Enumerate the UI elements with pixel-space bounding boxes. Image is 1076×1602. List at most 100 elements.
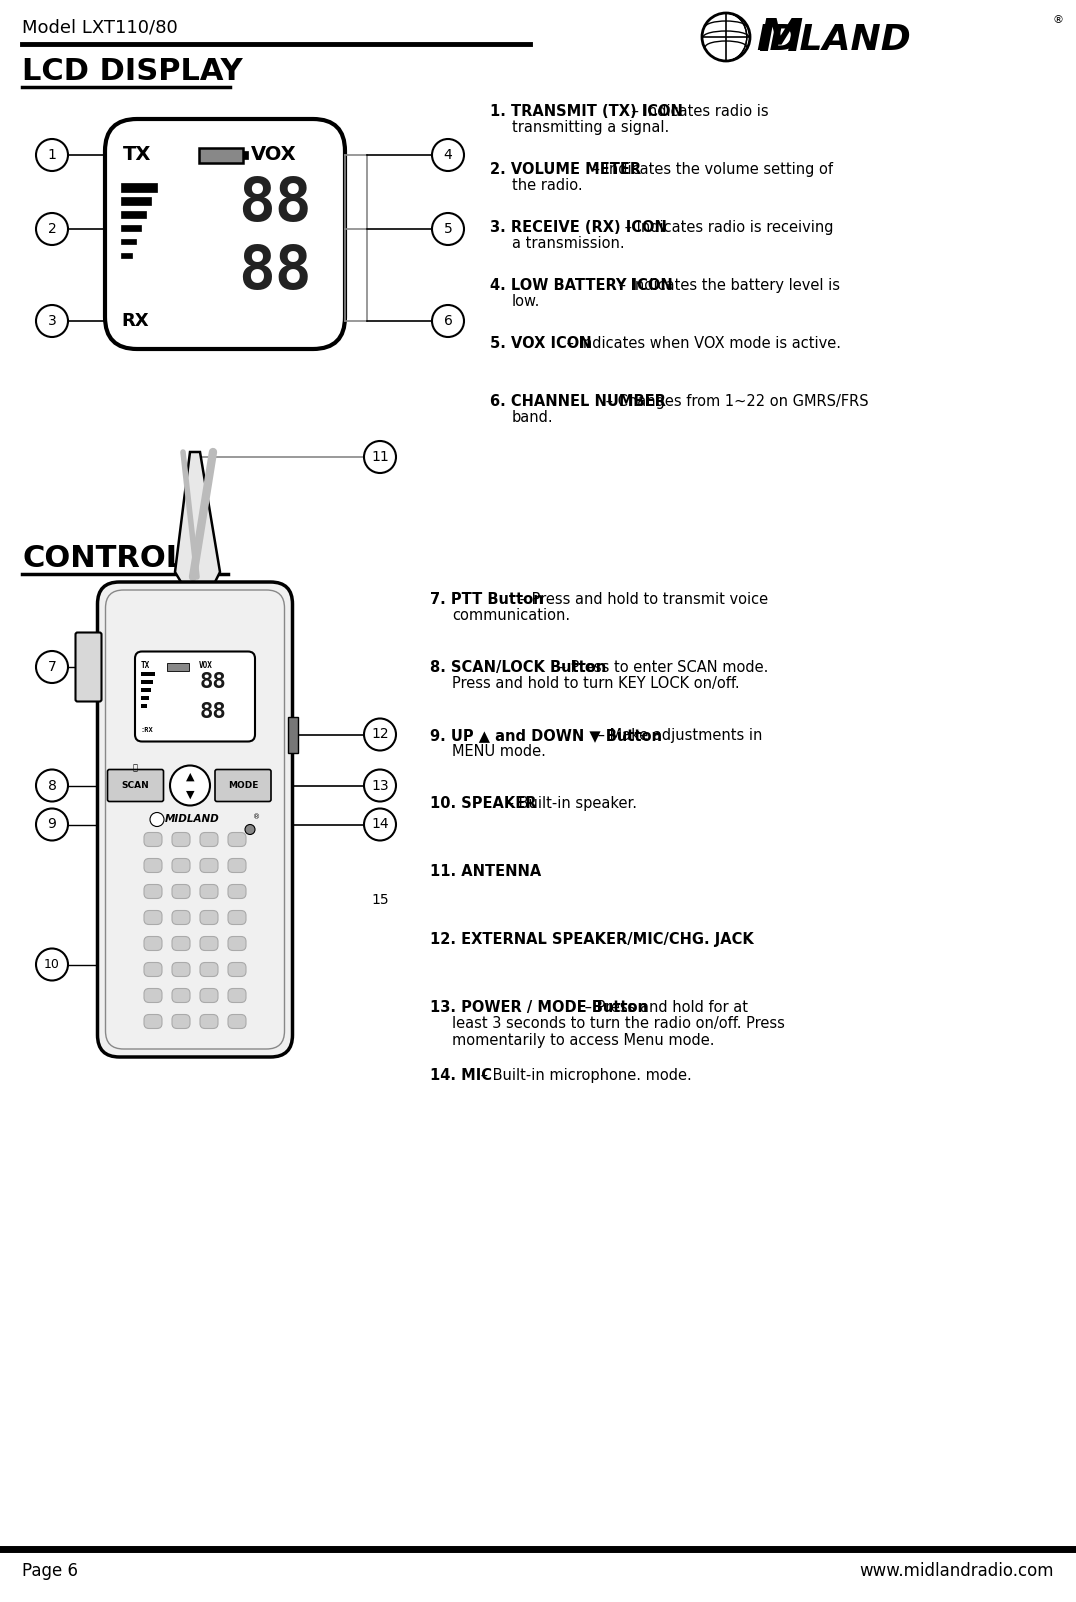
FancyBboxPatch shape [144,1014,162,1028]
Text: low.: low. [512,295,540,309]
Bar [141,703,147,708]
FancyBboxPatch shape [134,652,255,742]
Text: 12. EXTERNAL SPEAKER/MIC/CHG. JACK: 12. EXTERNAL SPEAKER/MIC/CHG. JACK [430,932,754,947]
Text: – Indicates radio is: – Indicates radio is [626,104,768,119]
FancyBboxPatch shape [108,769,164,801]
Text: 14: 14 [371,817,388,831]
Bar [141,679,153,684]
Bar [287,716,297,753]
Bar [167,663,189,671]
Text: IDLAND: IDLAND [756,22,910,58]
Circle shape [36,948,68,980]
Circle shape [364,769,396,801]
Text: band.: band. [512,410,554,425]
Text: Μ: Μ [758,18,803,59]
FancyBboxPatch shape [228,988,246,1003]
FancyBboxPatch shape [215,769,271,801]
Text: 3. RECEIVE (RX) ICON: 3. RECEIVE (RX) ICON [490,219,667,235]
Text: 11: 11 [371,450,388,465]
Text: LCD DISPLAY: LCD DISPLAY [22,58,242,87]
FancyBboxPatch shape [172,910,190,924]
FancyBboxPatch shape [144,910,162,924]
Text: 7. PTT Button: 7. PTT Button [430,593,543,607]
FancyBboxPatch shape [144,988,162,1003]
Text: – Built-in speaker.: – Built-in speaker. [501,796,637,811]
FancyBboxPatch shape [144,937,162,950]
Text: – Press and hold for at: – Press and hold for at [580,1000,748,1016]
Circle shape [36,304,68,336]
Text: www.midlandradio.com: www.midlandradio.com [860,1562,1054,1580]
Circle shape [36,650,68,682]
FancyBboxPatch shape [228,859,246,873]
Bar [121,239,136,244]
Bar [141,671,155,676]
Text: ▲: ▲ [186,772,195,782]
Text: – Press to enter SCAN mode.: – Press to enter SCAN mode. [554,660,768,674]
Text: 10: 10 [44,958,60,971]
Text: – Changes from 1~22 on GMRS/FRS: – Changes from 1~22 on GMRS/FRS [600,394,868,409]
Text: communication.: communication. [452,609,570,623]
Circle shape [431,304,464,336]
Text: 88: 88 [200,671,226,692]
Circle shape [170,766,210,806]
Text: – Indicates the volume setting of: – Indicates the volume setting of [587,162,833,176]
FancyBboxPatch shape [200,1014,218,1028]
Text: the radio.: the radio. [512,178,582,194]
Bar [121,253,132,258]
FancyBboxPatch shape [144,859,162,873]
FancyBboxPatch shape [200,910,218,924]
Text: – Indicates radio is receiving: – Indicates radio is receiving [620,219,834,235]
Text: Model LXT110/80: Model LXT110/80 [22,19,178,37]
Bar [121,211,146,218]
Text: 10. SPEAKER: 10. SPEAKER [430,796,537,811]
Bar [141,687,151,692]
FancyBboxPatch shape [200,859,218,873]
Circle shape [36,139,68,171]
FancyBboxPatch shape [172,833,190,846]
FancyBboxPatch shape [200,833,218,846]
FancyBboxPatch shape [228,910,246,924]
Text: 88: 88 [238,242,312,301]
Text: 4. LOW BATTERY ICON: 4. LOW BATTERY ICON [490,279,672,293]
Text: transmitting a signal.: transmitting a signal. [512,120,669,135]
Text: 15: 15 [371,892,388,907]
Text: 12: 12 [371,727,388,742]
Circle shape [364,809,396,841]
Text: 5: 5 [443,223,452,235]
FancyBboxPatch shape [200,937,218,950]
Text: 2. VOLUME METER: 2. VOLUME METER [490,162,641,176]
Text: 14. MIC: 14. MIC [430,1069,492,1083]
Text: momentarily to access Menu mode.: momentarily to access Menu mode. [452,1033,714,1048]
Text: SCAN: SCAN [122,782,150,790]
FancyBboxPatch shape [172,937,190,950]
FancyBboxPatch shape [228,1014,246,1028]
Circle shape [36,809,68,841]
Text: 🔒: 🔒 [133,763,138,772]
Circle shape [364,441,396,473]
Text: Press and hold to turn KEY LOCK on/off.: Press and hold to turn KEY LOCK on/off. [452,676,739,692]
Text: least 3 seconds to turn the radio on/off. Press: least 3 seconds to turn the radio on/off… [452,1016,784,1032]
FancyBboxPatch shape [75,633,101,702]
Text: 9: 9 [47,817,56,831]
Text: VOX: VOX [251,146,297,165]
FancyBboxPatch shape [200,884,218,899]
Text: 1: 1 [47,147,56,162]
FancyBboxPatch shape [228,833,246,846]
Text: TX: TX [123,146,152,165]
Text: ®: ® [254,814,260,820]
Text: CONTROLS: CONTROLS [22,545,207,574]
Bar [243,151,247,159]
Text: 2: 2 [47,223,56,235]
Text: – Indicates when VOX mode is active.: – Indicates when VOX mode is active. [562,336,840,351]
Circle shape [150,812,164,827]
Text: a transmission.: a transmission. [512,235,625,252]
Circle shape [431,213,464,245]
Bar [121,197,151,205]
FancyBboxPatch shape [98,582,293,1057]
Text: – Press and hold to transmit voice: – Press and hold to transmit voice [514,593,768,607]
Text: 8. SCAN/LOCK Button: 8. SCAN/LOCK Button [430,660,606,674]
Text: – Make adjustments in: – Make adjustments in [593,727,762,743]
Bar [141,695,148,700]
Text: 88: 88 [238,175,312,234]
Text: ▼: ▼ [186,790,195,799]
